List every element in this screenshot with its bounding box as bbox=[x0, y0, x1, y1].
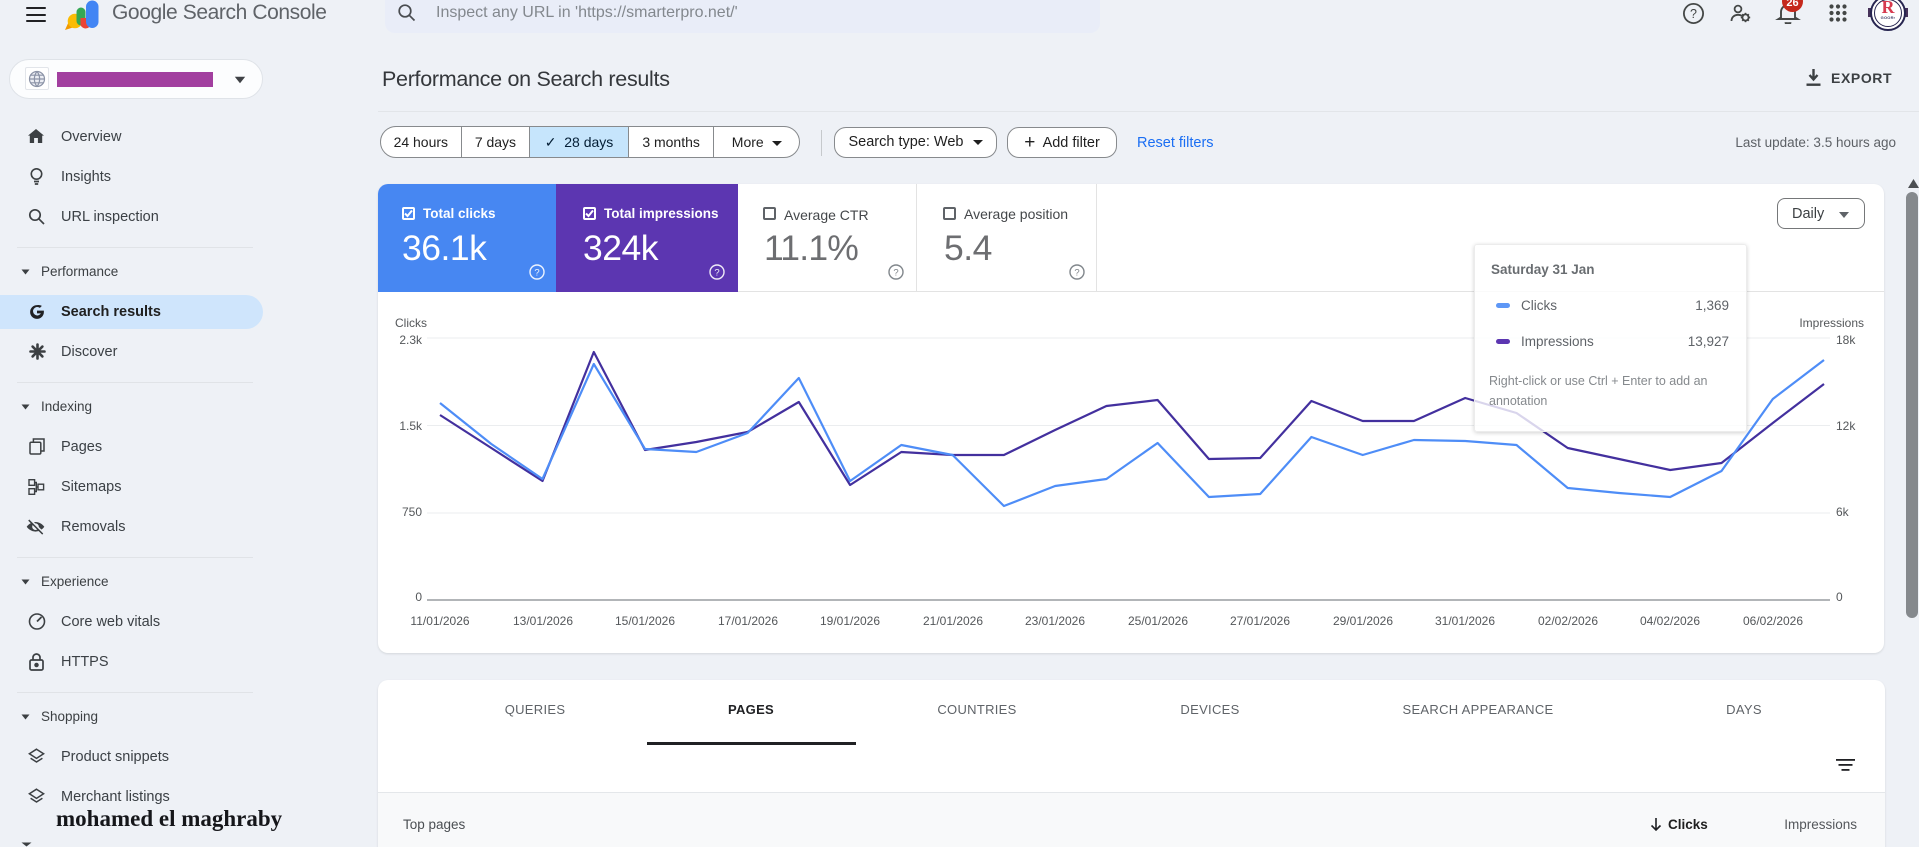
svg-text:29/01/2026: 29/01/2026 bbox=[1333, 614, 1393, 628]
svg-text:13/01/2026: 13/01/2026 bbox=[513, 614, 573, 628]
svg-text:1.5k: 1.5k bbox=[399, 419, 423, 433]
svg-text:?: ? bbox=[893, 267, 898, 278]
svg-text:?: ? bbox=[1690, 7, 1697, 21]
svg-text:19/01/2026: 19/01/2026 bbox=[820, 614, 880, 628]
svg-text:27/01/2026: 27/01/2026 bbox=[1230, 614, 1290, 628]
svg-text:17/01/2026: 17/01/2026 bbox=[718, 614, 778, 628]
svg-text:0: 0 bbox=[415, 590, 422, 604]
svg-text:04/02/2026: 04/02/2026 bbox=[1640, 614, 1700, 628]
svg-text:18k: 18k bbox=[1836, 333, 1856, 347]
svg-text:25/01/2026: 25/01/2026 bbox=[1128, 614, 1188, 628]
svg-text:Impressions: Impressions bbox=[1799, 316, 1864, 330]
svg-text:23/01/2026: 23/01/2026 bbox=[1025, 614, 1085, 628]
svg-text:?: ? bbox=[1074, 267, 1079, 278]
svg-text:Clicks: Clicks bbox=[395, 316, 427, 330]
svg-text:31/01/2026: 31/01/2026 bbox=[1435, 614, 1495, 628]
svg-text:21/01/2026: 21/01/2026 bbox=[923, 614, 983, 628]
svg-text:6k: 6k bbox=[1836, 505, 1850, 519]
svg-text:02/02/2026: 02/02/2026 bbox=[1538, 614, 1598, 628]
svg-text:12k: 12k bbox=[1836, 419, 1856, 433]
svg-text:11/01/2026: 11/01/2026 bbox=[410, 614, 469, 628]
svg-text:?: ? bbox=[534, 267, 539, 278]
svg-text:0: 0 bbox=[1836, 590, 1843, 604]
svg-text:?: ? bbox=[714, 267, 719, 278]
svg-text:750: 750 bbox=[402, 505, 422, 519]
svg-text:15/01/2026: 15/01/2026 bbox=[615, 614, 675, 628]
svg-text:2.3k: 2.3k bbox=[399, 333, 423, 347]
svg-text:06/02/2026: 06/02/2026 bbox=[1743, 614, 1803, 628]
